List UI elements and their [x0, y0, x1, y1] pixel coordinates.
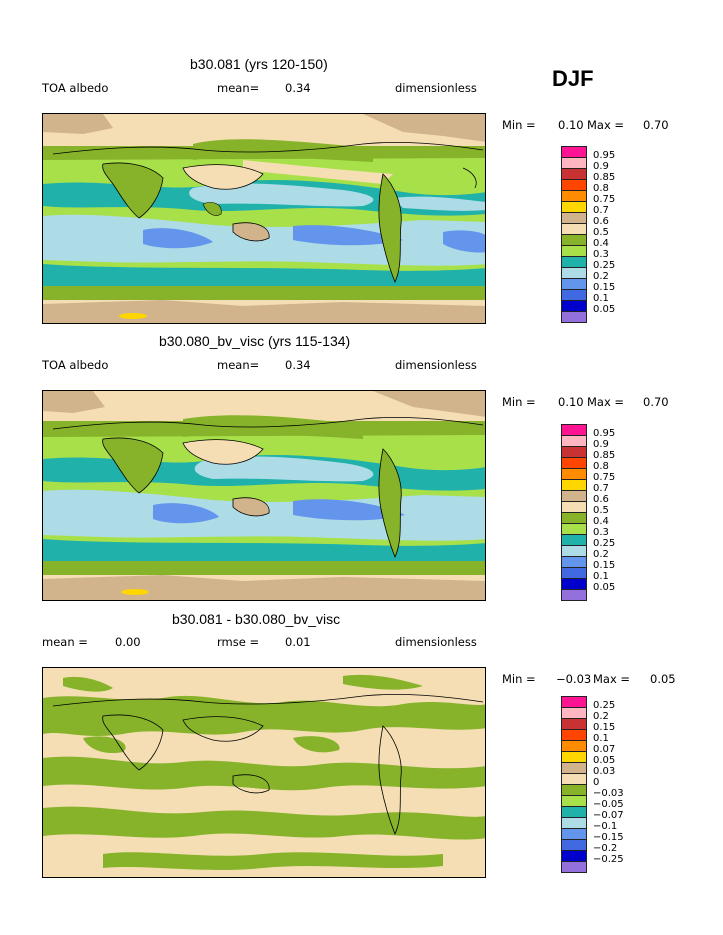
panel-2-mean-value: 0.34 — [285, 358, 311, 372]
panel-1-title: b30.081 (yrs 120-150) — [190, 56, 328, 72]
panel-1-mean-label: mean= — [217, 81, 260, 95]
panel-3-max-label: Max = — [593, 672, 631, 686]
panel-1-units: dimensionless — [395, 81, 477, 95]
colorbar-tick-label: 0.1 — [593, 733, 609, 744]
colorbar-tick-label: 0.25 — [593, 260, 616, 271]
panel-2-units: dimensionless — [395, 358, 477, 372]
panel-2-map-svg — [43, 391, 485, 600]
panel-3-map — [42, 667, 486, 878]
colorbar-tick-label: 0.15 — [593, 282, 616, 293]
panel-3-rmse-label: rmse = — [217, 635, 260, 649]
panel-2-max-label: Max = — [587, 395, 625, 409]
colorbar-tick-label: −0.2 — [593, 843, 618, 854]
panel-2-mean-label: mean= — [217, 358, 260, 372]
colorbar-tick-label: 0.05 — [593, 304, 616, 315]
colorbar-tick-label: 0.25 — [593, 700, 616, 711]
colorbar-tick-label: 0.05 — [593, 582, 616, 593]
panel-3-rmse-value: 0.01 — [285, 635, 311, 649]
colorbar-tick-label: 0.6 — [593, 216, 609, 227]
season-label: DJF — [552, 66, 594, 91]
colorbar-tick-label: −0.25 — [593, 854, 624, 865]
colorbar-swatch — [561, 311, 587, 323]
colorbar-tick-label: 0.8 — [593, 183, 609, 194]
panel-2-min-label: Min = — [502, 395, 536, 409]
panel-2-max-value: 0.70 — [643, 395, 669, 409]
colorbar-tick-label: 0.6 — [593, 494, 609, 505]
panel-3-mean-value: 0.00 — [115, 635, 141, 649]
colorbar-tick-label: 0.25 — [593, 538, 616, 549]
panel-1-map — [42, 113, 486, 324]
panel-1-variable-label: TOA albedo — [42, 81, 109, 95]
colorbar-tick-label: −0.05 — [593, 799, 624, 810]
panel-3-max-value: 0.05 — [650, 672, 676, 686]
colorbar-tick-label: −0.07 — [593, 810, 624, 821]
colorbar-tick-label: 0 — [593, 777, 600, 788]
colorbar-tick-label: 0.95 — [593, 428, 616, 439]
panel-1-mean-value: 0.34 — [285, 81, 311, 95]
colorbar-tick-label: 0.3 — [593, 249, 609, 260]
panel-2-title: b30.080_bv_visc (yrs 115-134) — [159, 333, 351, 349]
colorbar-tick-label: 0.05 — [593, 755, 616, 766]
colorbar-tick-label: 0.1 — [593, 293, 609, 304]
panel-1-max-value: 0.70 — [643, 118, 669, 132]
colorbar-tick-label: 0.85 — [593, 450, 616, 461]
panel-1-min-value: 0.10 — [558, 118, 584, 132]
colorbar-tick-label: 0.07 — [593, 744, 616, 755]
colorbar-tick-label: 0.4 — [593, 238, 609, 249]
colorbar-tick-label: 0.85 — [593, 172, 616, 183]
panel-2-map — [42, 390, 486, 601]
colorbar-tick-label: 0.15 — [593, 560, 616, 571]
panel-2-variable-label: TOA albedo — [42, 358, 109, 372]
colorbar-swatch — [561, 589, 587, 601]
colorbar-tick-label: 0.1 — [593, 571, 609, 582]
colorbar-tick-label: 0.2 — [593, 271, 609, 282]
colorbar-tick-label: 0.2 — [593, 711, 609, 722]
colorbar-tick-label: 0.15 — [593, 722, 616, 733]
colorbar-swatch — [561, 861, 587, 873]
colorbar-tick-label: 0.5 — [593, 505, 609, 516]
colorbar-tick-label: 0.7 — [593, 205, 609, 216]
colorbar-tick-label: 0.8 — [593, 461, 609, 472]
colorbar-tick-label: −0.03 — [593, 788, 624, 799]
panel-3-units: dimensionless — [395, 635, 477, 649]
panel-3-min-label: Min = — [502, 672, 536, 686]
panel-3-title: b30.081 - b30.080_bv_visc — [172, 611, 341, 627]
colorbar-tick-label: 0.9 — [593, 161, 609, 172]
panel-2-min-value: 0.10 — [558, 395, 584, 409]
colorbar-tick-label: 0.4 — [593, 516, 609, 527]
colorbar-tick-label: 0.95 — [593, 150, 616, 161]
panel-3-map-svg — [43, 668, 485, 877]
panel-1-max-label: Max = — [587, 118, 625, 132]
colorbar-tick-label: 0.5 — [593, 227, 609, 238]
panel-1-map-svg — [43, 114, 485, 323]
colorbar-tick-label: −0.15 — [593, 832, 624, 843]
colorbar-tick-label: 0.3 — [593, 527, 609, 538]
panel-3-min-value: −0.03 — [556, 672, 592, 686]
colorbar-tick-label: 0.03 — [593, 766, 616, 777]
colorbar-tick-label: 0.75 — [593, 472, 616, 483]
colorbar-tick-label: 0.75 — [593, 194, 616, 205]
panel-1-min-label: Min = — [502, 118, 536, 132]
colorbar-tick-label: 0.2 — [593, 549, 609, 560]
colorbar-tick-label: 0.9 — [593, 439, 609, 450]
colorbar-tick-label: −0.1 — [593, 821, 618, 832]
colorbar-tick-label: 0.7 — [593, 483, 609, 494]
panel-3-mean-label: mean = — [42, 635, 88, 649]
